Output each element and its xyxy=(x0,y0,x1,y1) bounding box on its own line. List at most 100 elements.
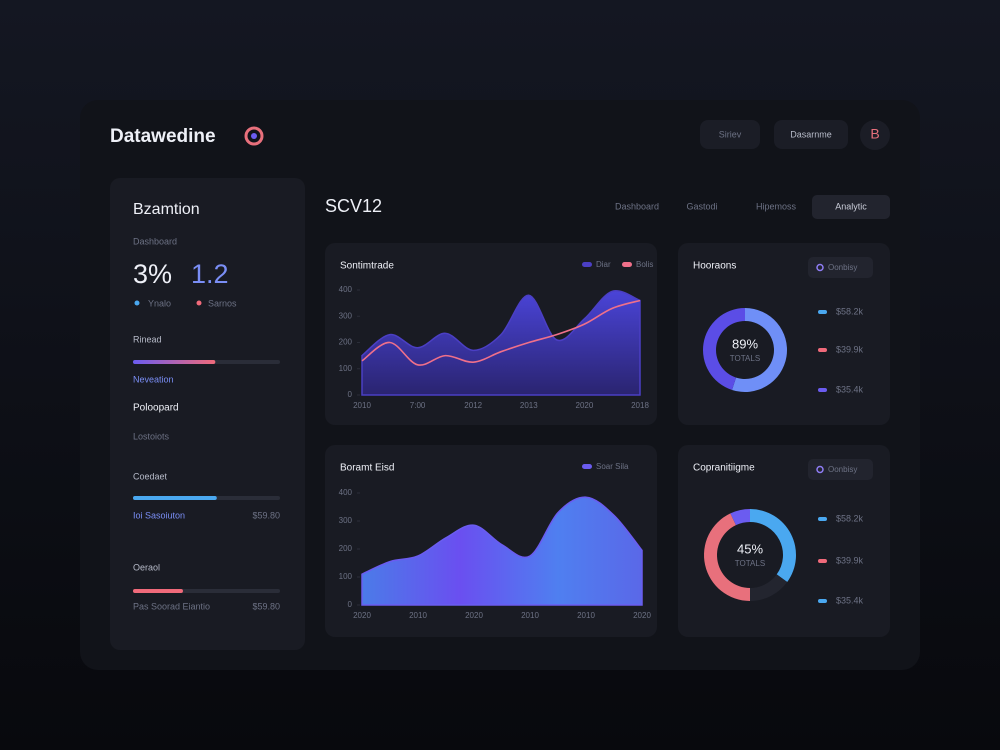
x-tick-label: 7:00 xyxy=(410,401,426,410)
donut-slice xyxy=(750,574,788,601)
legend-swatch xyxy=(818,599,827,603)
donut-slice xyxy=(750,509,796,583)
card-button-icon[interactable] xyxy=(816,465,824,474)
header-button[interactable] xyxy=(774,120,848,149)
x-tick-label: 2020 xyxy=(465,611,483,620)
stat-note: Sarnos xyxy=(208,298,237,308)
stat-value: 3% xyxy=(133,259,172,289)
y-tick-label: 100 xyxy=(339,572,353,581)
legend-label: $58.2k xyxy=(836,306,864,316)
chart-title: Copranitiigme xyxy=(693,463,755,474)
legend-swatch xyxy=(818,348,827,352)
section-label: Rinead xyxy=(133,334,162,344)
x-tick-label: 2010 xyxy=(409,611,427,620)
section-note: Ioi Sasoiuton xyxy=(133,510,185,520)
x-tick-label: 2018 xyxy=(631,401,649,410)
donut-center-sub: TOTALS xyxy=(730,354,760,363)
page-title: SCV12 xyxy=(325,196,382,216)
avatar[interactable] xyxy=(860,120,890,150)
card-button[interactable] xyxy=(808,459,873,480)
stat-dot xyxy=(134,300,140,306)
x-tick-label: 2020 xyxy=(633,611,651,620)
logo: Datawedine xyxy=(110,126,216,147)
x-tick-label: 2010 xyxy=(521,611,539,620)
card-button[interactable] xyxy=(808,257,873,278)
tab[interactable]: Analytic xyxy=(835,201,867,211)
legend-label: $39.9k xyxy=(836,344,864,354)
x-tick-label: 2010 xyxy=(353,401,371,410)
x-tick-label: 2020 xyxy=(576,401,594,410)
y-tick-label: 200 xyxy=(339,338,353,347)
y-tick-label: 200 xyxy=(339,544,353,553)
legend-label: $58.2k xyxy=(836,513,864,523)
legend-swatch xyxy=(582,262,592,267)
legend-label: $35.4k xyxy=(836,384,864,394)
y-tick-label: 300 xyxy=(339,311,353,320)
section-note: Pas Soorad Eiantio xyxy=(133,601,210,611)
x-tick-label: 2010 xyxy=(577,611,595,620)
progress-fill xyxy=(133,496,217,500)
legend-swatch xyxy=(818,310,827,314)
tab[interactable]: Hipemoss xyxy=(756,201,797,211)
donut-slice xyxy=(730,509,750,526)
sidebar-caption: Lostoiots xyxy=(133,431,170,441)
donut-slice xyxy=(732,308,788,393)
tab-active-bg[interactable] xyxy=(812,195,890,219)
donut-center-value: 45% xyxy=(737,541,763,556)
chart-title: Sontimtrade xyxy=(340,261,394,272)
section-note: Neveation xyxy=(133,374,174,384)
stat-dot xyxy=(196,300,202,306)
progress-fill xyxy=(133,360,216,364)
legend-swatch xyxy=(818,388,827,392)
x-tick-label: 2013 xyxy=(520,401,538,410)
card-button-label[interactable]: Oonbisy xyxy=(828,263,857,272)
header-button[interactable] xyxy=(700,120,760,149)
legend-label: Bolis xyxy=(636,260,653,269)
sidebar-subtitle: Dashboard xyxy=(133,236,177,246)
tab[interactable]: Gastodi xyxy=(686,201,717,211)
tab[interactable]: Dashboard xyxy=(615,201,659,211)
sidebar-card xyxy=(110,178,305,650)
legend-swatch xyxy=(582,464,592,469)
legend-swatch xyxy=(818,517,827,521)
chart-title: Hooraons xyxy=(693,261,736,272)
y-tick-label: 0 xyxy=(348,390,353,399)
area xyxy=(361,290,641,396)
header-button-label[interactable]: Siriev xyxy=(719,129,742,139)
logo-icon-dot xyxy=(251,133,257,139)
stat-note: Ynalo xyxy=(148,298,171,308)
area xyxy=(361,496,643,606)
x-tick-label: 2020 xyxy=(353,611,371,620)
donut-center-value: 89% xyxy=(732,336,758,351)
legend-swatch xyxy=(622,262,632,267)
section-label: Oeraol xyxy=(133,562,160,572)
y-tick-label: 100 xyxy=(339,364,353,373)
card-button-icon[interactable] xyxy=(816,263,824,272)
logo-icon xyxy=(244,126,264,146)
progress-fill xyxy=(133,589,183,593)
donut-slice xyxy=(703,513,750,601)
legend-label: Diar xyxy=(596,260,611,269)
y-tick-label: 0 xyxy=(348,600,353,609)
card-button-label[interactable]: Oonbisy xyxy=(828,465,857,474)
legend-label: Soar Sila xyxy=(596,462,629,471)
legend-label: $39.9k xyxy=(836,555,864,565)
avatar-letter[interactable]: B xyxy=(870,126,879,142)
donut-center-sub: TOTALS xyxy=(735,559,765,568)
section-amount: $59.80 xyxy=(252,510,280,520)
x-tick-label: 2012 xyxy=(464,401,482,410)
header-button-label[interactable]: Dasarnme xyxy=(790,129,832,139)
chart-title: Boramt Eisd xyxy=(340,463,394,474)
stat-value: 1.2 xyxy=(191,259,229,289)
y-tick-label: 400 xyxy=(339,488,353,497)
legend-swatch xyxy=(818,559,827,563)
legend-label: $35.4k xyxy=(836,595,864,605)
y-tick-label: 300 xyxy=(339,516,353,525)
section-label: Coedaet xyxy=(133,471,168,481)
sidebar-title: Bzamtion xyxy=(133,201,200,218)
sidebar-heading: Poloopard xyxy=(133,403,179,414)
line xyxy=(361,299,641,366)
y-tick-label: 400 xyxy=(339,285,353,294)
donut-slice xyxy=(703,308,745,390)
